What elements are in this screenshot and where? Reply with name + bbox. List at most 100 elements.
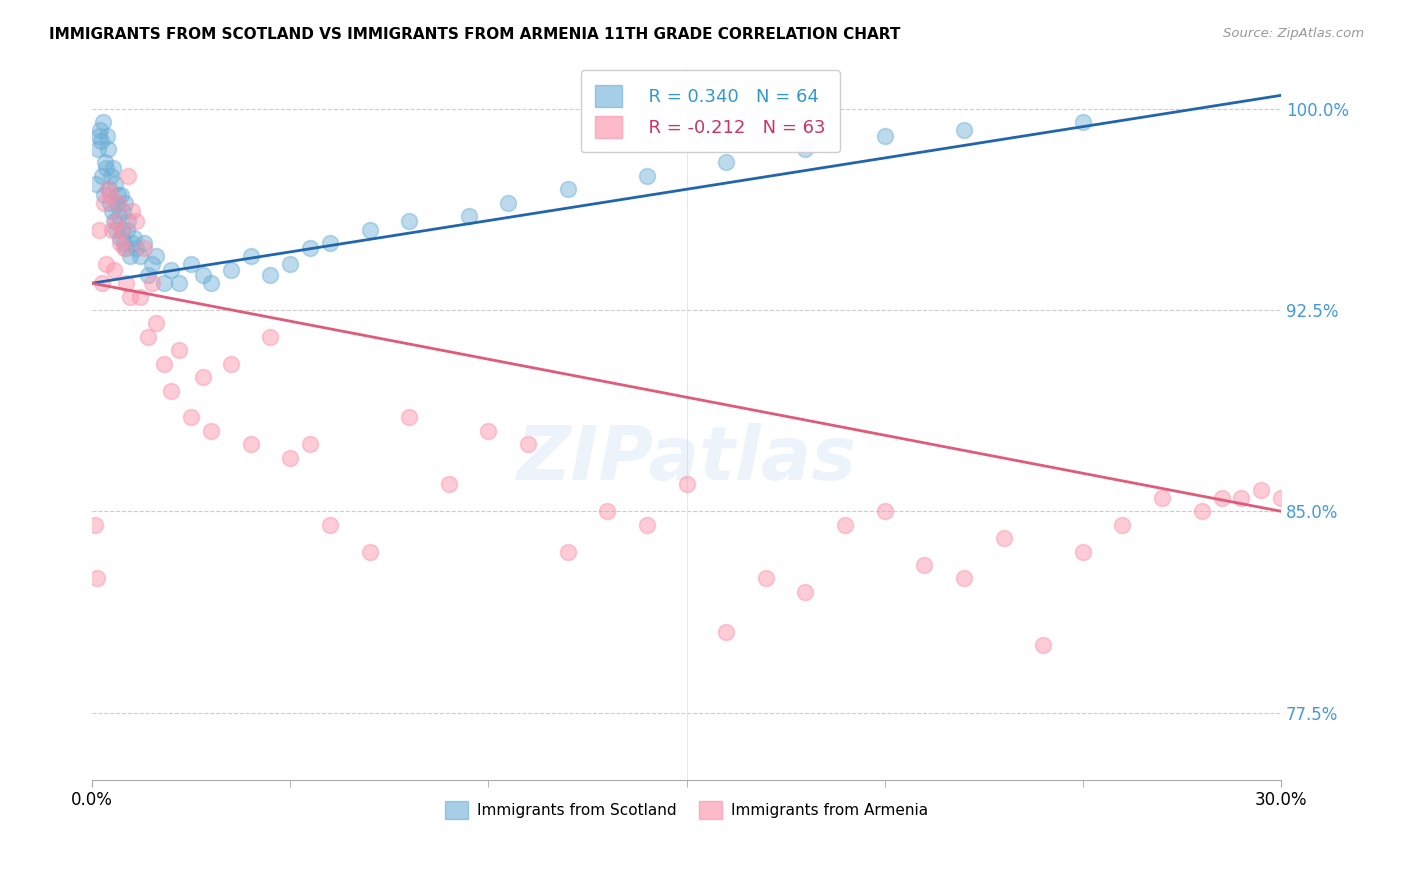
Point (114, 195, 136, 210)
Point (103, 214, 125, 228)
Point (97, 182, 120, 196)
Point (87, 142, 110, 156)
Point (180, 257, 202, 271)
Point (90, 134, 112, 148)
Text: ZIPatlas: ZIPatlas (516, 423, 856, 496)
Point (319, 517, 342, 532)
Point (101, 161, 124, 175)
Point (953, 123, 976, 137)
Point (636, 169, 658, 183)
Point (953, 571, 976, 585)
Point (359, 544, 381, 558)
Point (1152, 491, 1174, 505)
Legend: Immigrants from Scotland, Immigrants from Armenia: Immigrants from Scotland, Immigrants fro… (439, 795, 935, 825)
Point (100, 169, 122, 183)
Point (132, 235, 155, 250)
Point (104, 222, 127, 236)
Point (115, 222, 138, 236)
Point (152, 357, 174, 371)
Point (89, 222, 111, 236)
Point (1071, 544, 1094, 558)
Point (108, 235, 131, 250)
Point (359, 222, 381, 236)
Point (141, 257, 163, 271)
Point (278, 450, 301, 465)
Point (94, 155, 117, 169)
Point (993, 531, 1015, 545)
Point (160, 384, 183, 398)
Point (125, 241, 148, 255)
Point (101, 203, 124, 218)
Point (239, 249, 262, 263)
Point (596, 504, 619, 518)
Point (1071, 115, 1094, 129)
Point (125, 214, 148, 228)
Point (104, 214, 127, 228)
Point (115, 241, 138, 255)
Point (104, 177, 127, 191)
Point (191, 370, 214, 384)
Point (259, 330, 281, 344)
Point (89, 123, 111, 137)
Point (98, 195, 121, 210)
Point (110, 187, 132, 202)
Point (496, 195, 519, 210)
Point (136, 268, 159, 282)
Point (97, 142, 120, 156)
Point (97, 182, 120, 196)
Point (84, 177, 107, 191)
Point (437, 477, 460, 491)
Point (115, 276, 138, 290)
Point (219, 357, 242, 371)
Point (180, 410, 202, 425)
Point (105, 195, 128, 210)
Point (169, 343, 191, 358)
Text: Source: ZipAtlas.com: Source: ZipAtlas.com (1223, 27, 1364, 40)
Point (94, 257, 117, 271)
Point (1191, 504, 1213, 518)
Point (101, 222, 124, 236)
Point (1230, 491, 1253, 505)
Point (112, 241, 135, 255)
Point (636, 517, 658, 532)
Point (117, 214, 139, 228)
Point (98, 187, 121, 202)
Point (912, 558, 935, 572)
Point (94, 161, 117, 175)
Point (112, 235, 135, 250)
Point (191, 268, 214, 282)
Point (714, 625, 737, 640)
Point (1270, 491, 1292, 505)
Point (557, 544, 579, 558)
Point (239, 437, 262, 451)
Point (834, 517, 856, 532)
Point (169, 276, 191, 290)
Point (121, 235, 143, 250)
Point (1211, 491, 1233, 505)
Point (111, 222, 134, 236)
Point (714, 155, 737, 169)
Point (398, 214, 420, 228)
Point (457, 209, 479, 223)
Point (118, 290, 141, 304)
Point (794, 584, 817, 599)
Point (112, 203, 135, 218)
Point (152, 276, 174, 290)
Point (111, 222, 134, 236)
Point (132, 241, 155, 255)
Point (84, 517, 107, 532)
Point (675, 477, 697, 491)
Point (96, 128, 118, 143)
Point (873, 504, 896, 518)
Point (103, 262, 125, 277)
Point (219, 262, 242, 277)
Text: IMMIGRANTS FROM SCOTLAND VS IMMIGRANTS FROM ARMENIA 11TH GRADE CORRELATION CHART: IMMIGRANTS FROM SCOTLAND VS IMMIGRANTS F… (49, 27, 901, 42)
Point (873, 128, 896, 143)
Point (145, 317, 167, 331)
Point (299, 241, 322, 255)
Point (91, 115, 114, 129)
Point (200, 276, 222, 290)
Point (794, 142, 817, 156)
Point (117, 169, 139, 183)
Point (122, 230, 145, 244)
